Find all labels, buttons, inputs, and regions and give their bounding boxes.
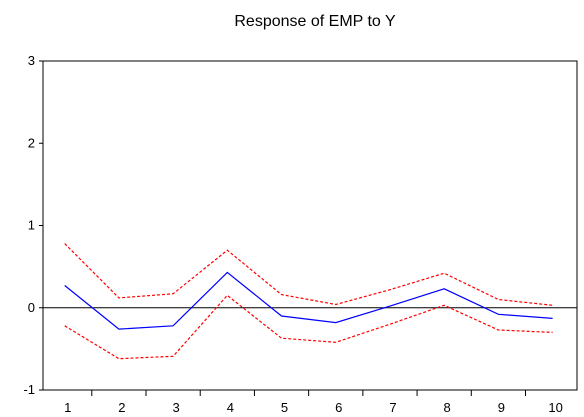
- data-point-response: [227, 272, 229, 274]
- data-point-response: [443, 288, 445, 290]
- y-tick-label: 3: [28, 53, 35, 68]
- data-point-lower-band: [443, 304, 445, 306]
- x-tick-label: 7: [389, 400, 396, 415]
- y-tick-label: 1: [28, 218, 35, 233]
- series-line-response: [64, 271, 553, 330]
- x-tick-label: 2: [118, 400, 125, 415]
- data-point-upper-band: [443, 272, 445, 274]
- data-point-lower-band: [227, 295, 229, 297]
- data-point-lower-band: [64, 325, 66, 327]
- x-tick-label: 1: [64, 400, 71, 415]
- y-tick-label: -1: [23, 382, 35, 397]
- data-point-response: [552, 318, 554, 320]
- series-line-upper-band: [64, 243, 553, 306]
- data-point-lower-band: [389, 323, 391, 325]
- data-point-upper-band: [335, 304, 337, 306]
- data-point-response: [281, 315, 283, 317]
- data-point-response: [389, 305, 391, 307]
- data-point-lower-band: [281, 337, 283, 339]
- data-point-upper-band: [118, 297, 120, 299]
- x-tick-label: 5: [281, 400, 288, 415]
- x-axis: 1 2 3 4 5 6 7 8 9 10: [64, 390, 563, 415]
- data-point-lower-band: [335, 341, 337, 343]
- data-point-lower-band: [172, 355, 174, 357]
- y-axis: -1 0 1 2 3: [23, 53, 43, 397]
- data-point-upper-band: [172, 293, 174, 295]
- data-point-response: [498, 314, 500, 316]
- data-point-upper-band: [552, 304, 554, 306]
- data-point-upper-band: [64, 243, 66, 245]
- y-tick-label: 0: [28, 300, 35, 315]
- data-point-response: [118, 328, 120, 330]
- data-point-lower-band: [118, 358, 120, 360]
- data-point-upper-band: [227, 249, 229, 251]
- x-tick-label: 10: [548, 400, 562, 415]
- data-point-response: [64, 285, 66, 287]
- series-layer: [64, 243, 554, 360]
- data-point-response: [335, 322, 337, 324]
- series-line-lower-band: [64, 294, 553, 360]
- x-tick-label: 4: [227, 400, 234, 415]
- chart-title: Response of EMP to Y: [234, 13, 396, 30]
- data-point-lower-band: [498, 329, 500, 331]
- data-point-lower-band: [552, 332, 554, 334]
- x-tick-label: 8: [444, 400, 451, 415]
- x-tick-label: 6: [335, 400, 342, 415]
- x-tick-label: 9: [498, 400, 505, 415]
- data-point-response: [172, 325, 174, 327]
- x-tick-label: 3: [172, 400, 179, 415]
- y-tick-label: 2: [28, 135, 35, 150]
- data-point-upper-band: [281, 294, 283, 296]
- data-point-upper-band: [498, 299, 500, 301]
- data-point-upper-band: [389, 289, 391, 291]
